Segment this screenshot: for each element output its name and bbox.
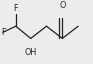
Text: OH: OH [25,48,37,57]
Text: F: F [14,4,18,13]
Text: F: F [1,28,5,37]
Text: O: O [59,1,65,10]
